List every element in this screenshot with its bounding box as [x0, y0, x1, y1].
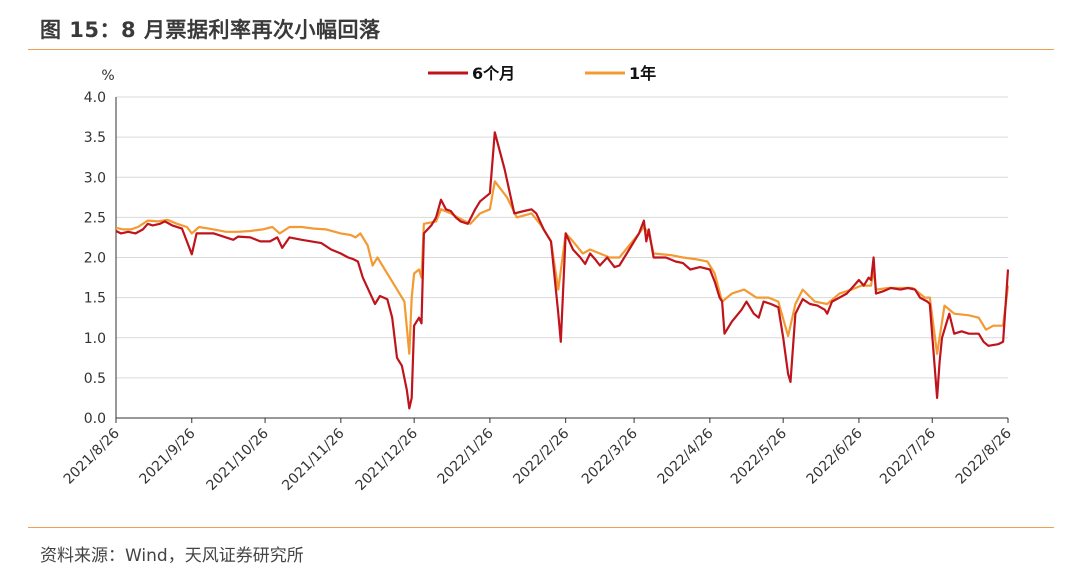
- y-tick-label: 0.5: [84, 371, 106, 387]
- y-tick-label: 2.0: [84, 251, 106, 267]
- y-axis-unit-label: %: [101, 68, 114, 84]
- y-tick-label: 4.0: [84, 90, 106, 106]
- x-tick-label: 2022/7/26: [877, 425, 939, 487]
- x-tick-label: 2022/4/26: [655, 425, 717, 487]
- x-tick-labels: 2021/8/26 2021/9/26 2021/10/26 2021/11/26 20…: [61, 425, 1015, 493]
- figure-title: 图 15：8 月票据利率再次小幅回落: [40, 18, 381, 42]
- y-tick-label: 1.0: [84, 331, 106, 347]
- x-tick-label: 2022/1/26: [435, 425, 497, 487]
- y-tick-label: 1.5: [84, 291, 106, 307]
- y-tick-labels: 0.0 0.5 1.0 1.5 2.0 2.5 3.0 3.5 4.0: [84, 90, 106, 427]
- y-tick-label: 2.5: [84, 210, 106, 226]
- x-tick-label: 2021/8/26: [61, 425, 123, 487]
- x-tick-label: 2022/2/26: [510, 425, 572, 487]
- axes: [115, 97, 1009, 423]
- series-line-6m: [115, 131, 1010, 410]
- legend: 6个月 1年: [428, 64, 656, 83]
- x-tick-label: 2022/6/26: [804, 425, 866, 487]
- bottom-rule: [28, 527, 1054, 528]
- legend-label: 6个月: [472, 64, 515, 83]
- y-tick-label: 3.0: [84, 170, 106, 186]
- x-tick-label: 2021/9/26: [137, 425, 199, 487]
- source-note: 资料来源：Wind，天风证券研究所: [40, 546, 304, 566]
- x-tick-label: 2022/3/26: [579, 425, 641, 487]
- x-tick-label: 2022/8/26: [953, 425, 1015, 487]
- line-chart: % 0.00.51.01.52.02.53.03.54.0 2021/8/26 2…: [61, 64, 1015, 494]
- top-rule: [28, 49, 1054, 50]
- y-tick-label: 3.5: [84, 130, 106, 146]
- y-tick-label: 0.0: [84, 411, 106, 427]
- legend-label: 1年: [629, 64, 656, 83]
- x-tick-label: 2021/12/26: [353, 425, 421, 493]
- series-lines: [115, 131, 1010, 410]
- x-tick-label: 2021/10/26: [204, 425, 272, 493]
- x-tick-label: 2021/11/26: [279, 425, 347, 493]
- x-tick-label: 2022/5/26: [728, 425, 790, 487]
